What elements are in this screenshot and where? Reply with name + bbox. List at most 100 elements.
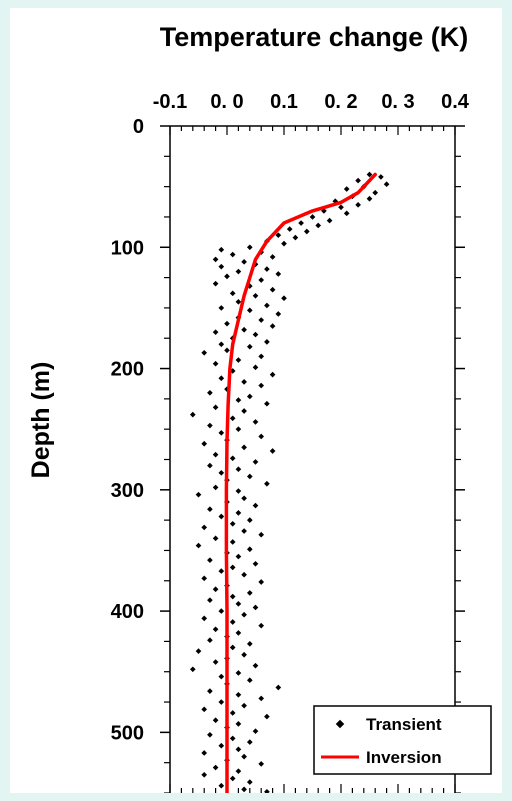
transient-point — [229, 455, 236, 462]
transient-point — [207, 422, 213, 429]
transient-point — [241, 786, 247, 793]
transient-point — [235, 268, 242, 275]
transient-point — [218, 608, 225, 614]
transient-point — [343, 186, 350, 192]
transient-point — [252, 292, 259, 299]
transient-point — [212, 360, 219, 367]
transient-point — [241, 379, 247, 385]
transient-point — [246, 307, 253, 314]
transient-point — [246, 546, 253, 553]
transient-point — [218, 429, 225, 436]
transient-point — [281, 240, 287, 247]
transient-point — [241, 571, 247, 578]
transient-point — [195, 648, 202, 654]
transient-point — [201, 440, 208, 447]
transient-point — [218, 699, 225, 705]
transient-point — [252, 728, 259, 734]
transient-point — [218, 263, 225, 270]
transient-point — [229, 710, 236, 716]
transient-point — [229, 251, 236, 258]
transient-point — [218, 305, 225, 311]
transient-point — [275, 271, 282, 277]
transient-point — [218, 470, 225, 476]
transient-point — [235, 357, 242, 363]
transient-point — [218, 246, 225, 253]
transient-point — [281, 295, 287, 302]
transient-point — [258, 761, 265, 767]
transient-point — [212, 764, 219, 771]
transient-point — [258, 622, 265, 629]
transient-point — [235, 600, 242, 607]
transient-point — [241, 753, 247, 760]
transient-point — [235, 691, 242, 698]
y-tick-label: 500 — [111, 722, 144, 744]
transient-point — [229, 539, 236, 545]
transient-point — [298, 220, 304, 226]
legend: Transient Inversion — [313, 705, 492, 775]
transient-point — [195, 491, 202, 498]
transient-point — [218, 568, 225, 574]
transient-point — [303, 228, 310, 235]
transient-point — [212, 484, 219, 491]
transient-point — [258, 317, 265, 323]
transient-point — [201, 524, 208, 531]
transient-point — [264, 713, 270, 720]
transient-point — [201, 706, 208, 713]
transient-point — [252, 604, 259, 611]
transient-point — [207, 506, 213, 513]
transient-point — [212, 451, 219, 458]
transient-point — [246, 677, 253, 684]
transient-point — [355, 201, 361, 208]
transient-point — [269, 254, 276, 260]
transient-point — [235, 426, 242, 433]
transient-point — [292, 234, 299, 241]
transient-point — [326, 217, 333, 224]
x-tick-label: -0.1 — [153, 91, 187, 113]
transient-point — [246, 590, 253, 596]
transient-point — [207, 731, 213, 738]
transient-point — [207, 597, 213, 604]
transient-point — [235, 299, 242, 305]
transient-point — [207, 688, 213, 694]
y-tick-label: 400 — [111, 601, 144, 623]
transient-point — [207, 557, 213, 563]
transient-point — [229, 644, 236, 651]
transient-point — [235, 746, 242, 753]
transient-point — [258, 531, 265, 538]
transient-point — [246, 739, 253, 745]
x-tick-label: 0. 3 — [381, 91, 414, 113]
transient-point — [235, 397, 242, 403]
transient-point — [355, 177, 361, 184]
transient-point — [241, 408, 247, 414]
transient-point — [229, 735, 236, 742]
transient-point — [252, 502, 259, 509]
inversion-line-group — [224, 172, 377, 793]
y-tick-label: 100 — [111, 237, 144, 259]
transient-points-group — [189, 171, 390, 793]
transient-point — [207, 389, 213, 396]
x-axis-title: Temperature change (K) — [160, 22, 469, 52]
transient-point — [275, 311, 282, 317]
transient-point — [372, 189, 379, 196]
transient-point — [212, 586, 219, 593]
transient-point — [241, 651, 247, 658]
transient-point — [252, 364, 259, 371]
transient-point — [207, 462, 213, 469]
transient-point — [241, 702, 247, 709]
transient-point — [229, 593, 236, 600]
transient-point — [212, 329, 219, 335]
transient-point — [201, 575, 208, 582]
transient-point — [246, 343, 253, 350]
legend-box — [313, 705, 492, 775]
transient-point — [218, 375, 225, 382]
transient-point — [252, 459, 259, 465]
transient-point — [229, 415, 236, 422]
transient-point — [212, 280, 219, 287]
inversion-line — [224, 172, 377, 793]
transient-point — [241, 611, 247, 618]
transient-point — [252, 419, 259, 425]
transient-point — [224, 347, 230, 354]
transient-point — [241, 495, 247, 502]
transient-point — [269, 371, 276, 378]
transient-point — [246, 473, 253, 480]
